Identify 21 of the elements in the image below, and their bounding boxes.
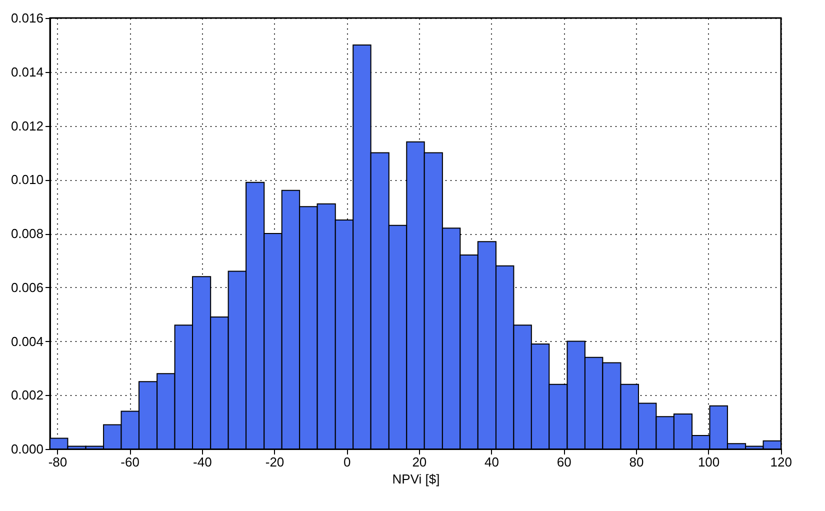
x-tick-label: 0 — [343, 454, 351, 470]
x-tick-label: 60 — [556, 454, 572, 470]
y-tick-label: 0.004 — [10, 334, 44, 349]
x-tick-label: -80 — [48, 454, 68, 470]
y-tick-label: 0.006 — [10, 280, 44, 295]
y-tick-label: 0.014 — [10, 64, 44, 80]
x-tick-label: -40 — [193, 454, 212, 470]
x-tick-label: 20 — [412, 454, 427, 470]
y-tick-label: 0.012 — [10, 118, 44, 134]
x-tick-label: 100 — [698, 454, 720, 470]
x-tick-label: 80 — [629, 454, 644, 470]
y-tick-label: 0.010 — [10, 172, 44, 188]
x-tick-label: 40 — [484, 454, 500, 470]
x-axis-title: NPVi [$] — [392, 472, 440, 486]
x-tick-label: 120 — [770, 454, 792, 470]
y-tick-label: 0.000 — [10, 442, 44, 456]
x-tick-label: -20 — [265, 454, 284, 470]
y-tick-label: 0.016 — [10, 10, 44, 26]
y-tick-label: 0.008 — [10, 226, 44, 241]
y-tick-label: 0.002 — [10, 388, 44, 403]
x-tick-label: -60 — [120, 454, 140, 470]
